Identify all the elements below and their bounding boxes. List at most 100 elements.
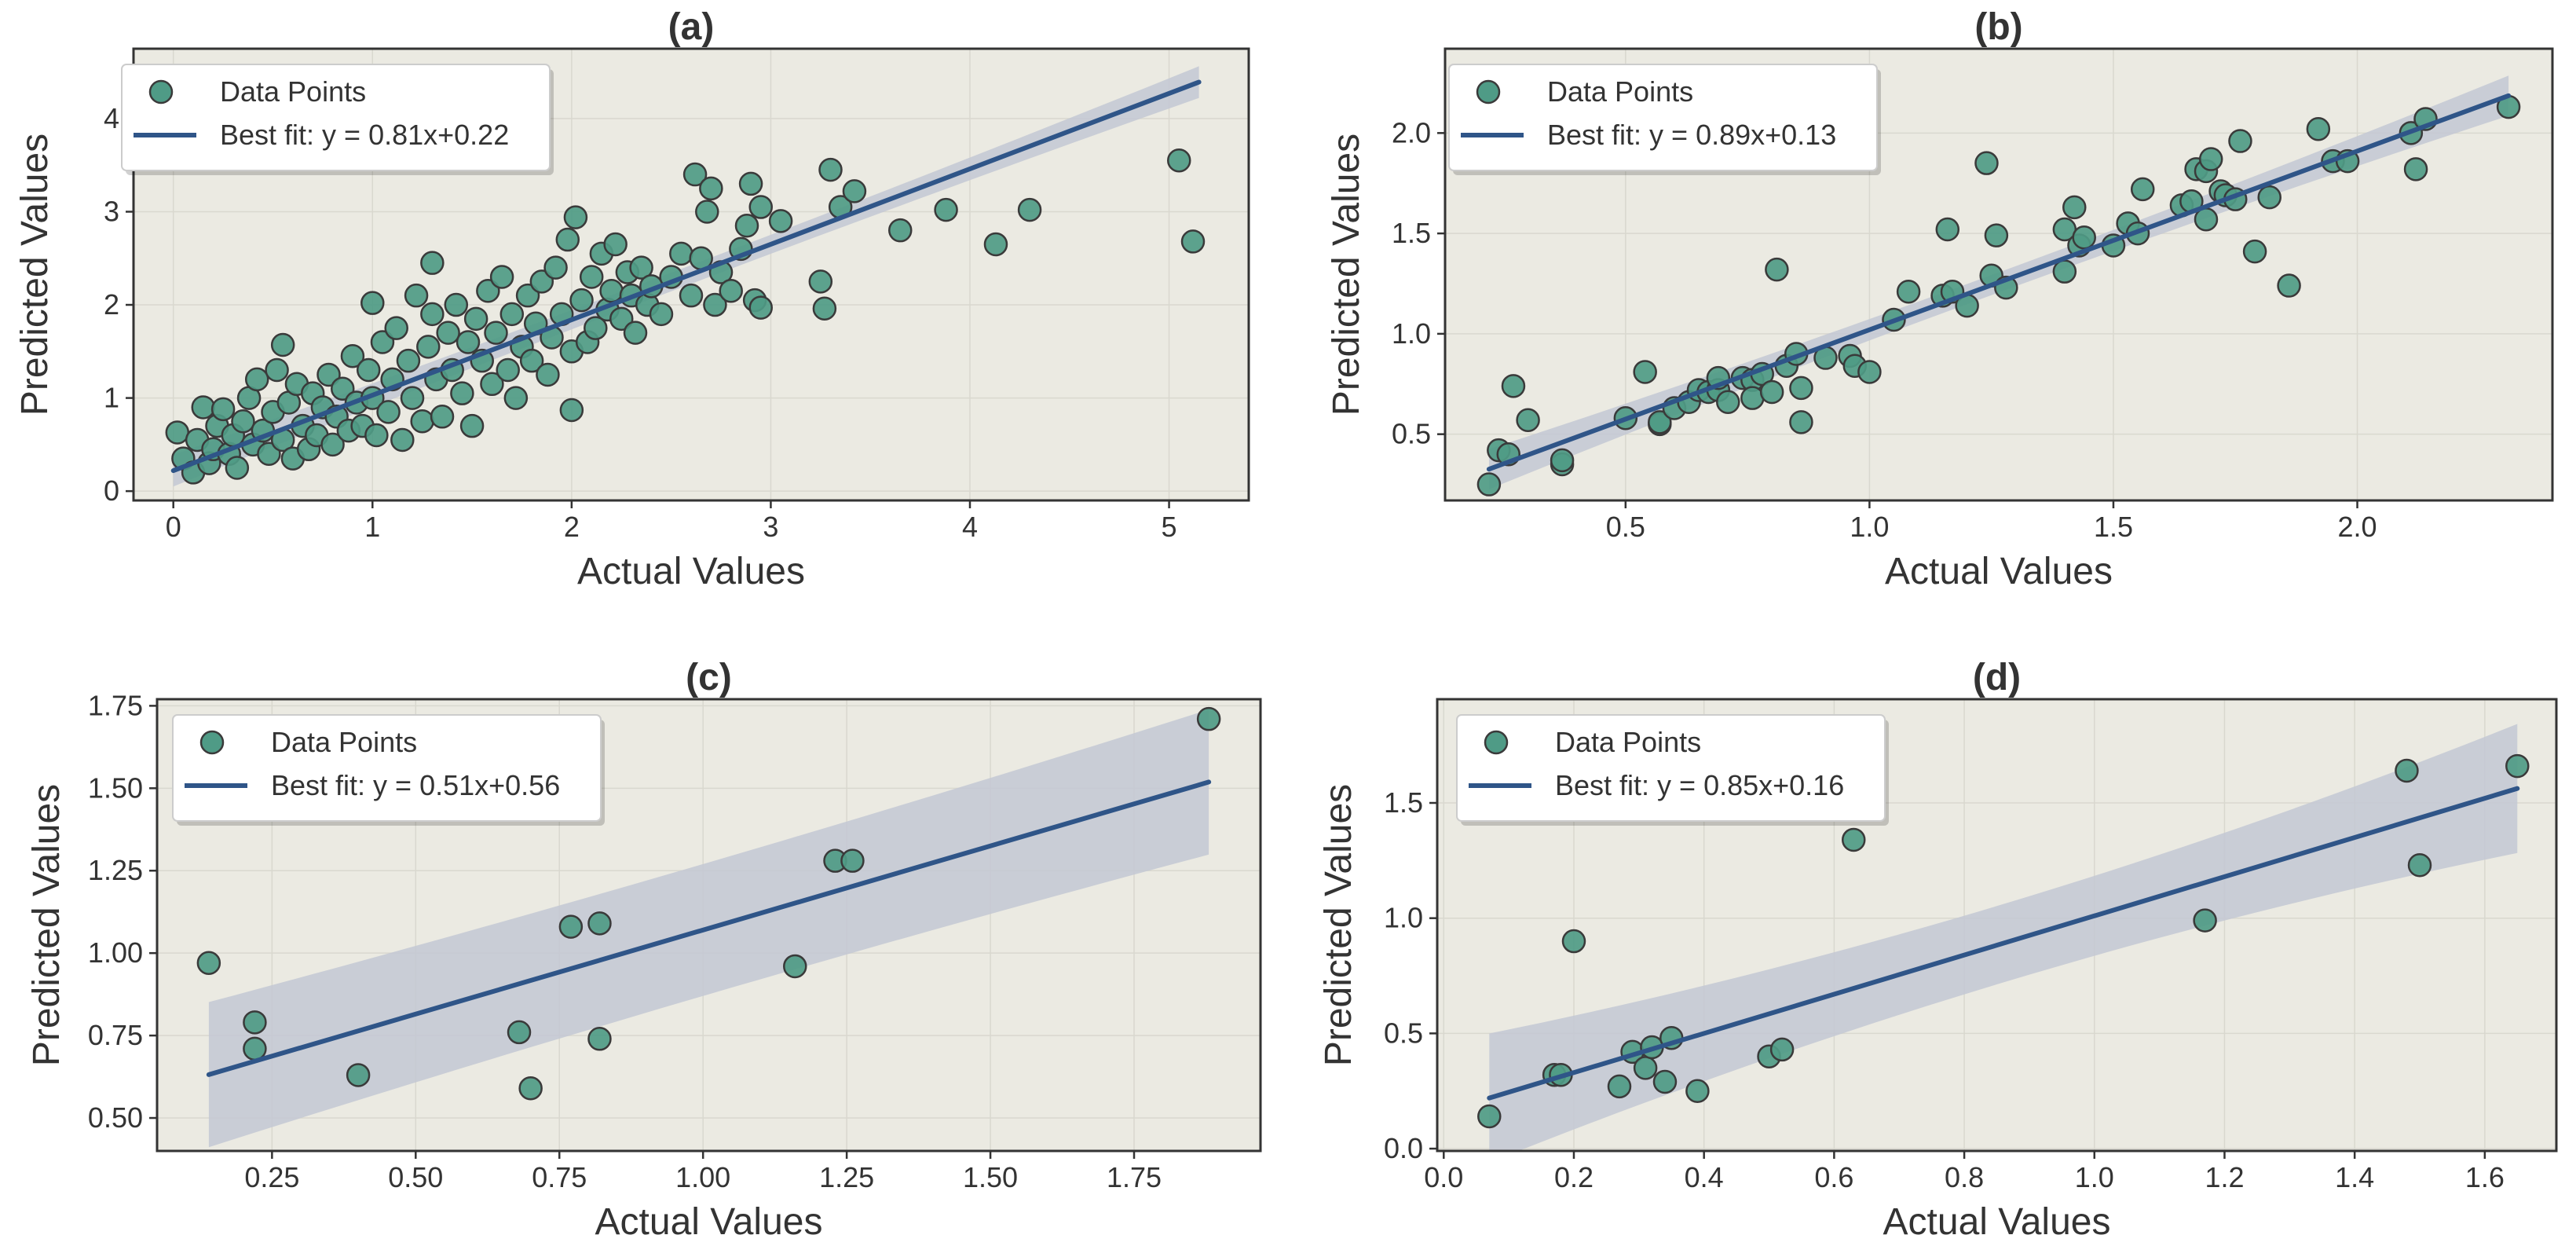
plot-frame bbox=[156, 698, 1262, 1153]
x-tick-label: 0.4 bbox=[1685, 1161, 1724, 1193]
x-tick-label: 5 bbox=[1162, 511, 1177, 543]
x-tick-label: 0.2 bbox=[1554, 1161, 1594, 1193]
data-point bbox=[1196, 706, 1221, 731]
y-tick-label: 2 bbox=[104, 288, 119, 321]
y-axis-label: Predicted Values bbox=[1326, 134, 1367, 416]
data-point bbox=[623, 321, 648, 345]
data-point bbox=[2052, 259, 2077, 284]
data-point bbox=[679, 283, 704, 308]
data-point bbox=[1769, 1037, 1795, 1062]
x-axis-label: Actual Values bbox=[577, 551, 805, 592]
data-point bbox=[543, 255, 568, 280]
data-point bbox=[587, 1027, 612, 1051]
data-point bbox=[558, 914, 584, 939]
data-point bbox=[210, 397, 236, 422]
data-point bbox=[2277, 273, 2301, 298]
data-point bbox=[1652, 1069, 1678, 1094]
y-tick-label: 1.50 bbox=[88, 771, 143, 804]
data-point bbox=[496, 357, 520, 383]
data-point bbox=[1516, 408, 1540, 433]
data-point bbox=[536, 362, 560, 387]
legend-box bbox=[172, 714, 602, 822]
data-point bbox=[463, 306, 488, 332]
y-tick-label: 4 bbox=[104, 102, 119, 134]
data-point bbox=[1685, 1079, 1710, 1103]
data-point bbox=[563, 205, 588, 229]
data-point bbox=[400, 386, 425, 410]
data-point bbox=[196, 951, 221, 976]
data-point bbox=[1841, 827, 1866, 852]
data-point bbox=[682, 162, 708, 187]
data-point bbox=[2505, 753, 2530, 779]
panel-d: 0.0 0.2 0.4 0.6 0.8 1.0 1.2 1.4 1.6 0.0 0.5 1.0 1.5 (… bbox=[1318, 657, 2558, 1243]
data-point bbox=[783, 954, 807, 979]
data-point bbox=[436, 321, 460, 345]
data-point bbox=[842, 179, 867, 203]
data-point bbox=[1789, 376, 1813, 401]
y-tick-label: 1.0 bbox=[1384, 902, 1423, 934]
data-point bbox=[1896, 279, 1921, 304]
panel-title: (d) bbox=[1973, 657, 2021, 698]
data-point bbox=[840, 848, 865, 873]
x-tick-label: 4 bbox=[962, 511, 978, 543]
data-point bbox=[649, 302, 674, 327]
data-point bbox=[320, 432, 345, 457]
x-tick-label: 0.50 bbox=[388, 1161, 443, 1193]
panel-a: 0 1 2 3 4 5 0 1 2 3 4 (a) Actual Values Predicted Val… bbox=[14, 6, 1250, 592]
data-point bbox=[748, 195, 773, 219]
legend-point-marker bbox=[1476, 79, 1501, 104]
data-point bbox=[1180, 229, 1206, 254]
data-point bbox=[1974, 151, 1999, 175]
data-point bbox=[1935, 217, 1960, 242]
data-point bbox=[584, 316, 608, 340]
plot-frame bbox=[132, 47, 1250, 502]
data-point bbox=[364, 423, 389, 448]
y-tick-label: 1.25 bbox=[88, 854, 143, 886]
legend-fit-label: Best fit: y = 0.51x+0.56 bbox=[271, 769, 560, 801]
data-point bbox=[2395, 758, 2419, 783]
legend: Data Points Best fit: y = 0.85x+0.16 bbox=[1456, 714, 1889, 826]
x-tick-label: 0.6 bbox=[1814, 1161, 1853, 1193]
data-point bbox=[579, 265, 604, 289]
data-point bbox=[356, 357, 381, 383]
x-tick-label: 1.4 bbox=[2335, 1161, 2374, 1193]
data-point bbox=[243, 1010, 267, 1035]
plot-frame bbox=[1444, 47, 2554, 502]
y-axis-label: Predicted Values bbox=[26, 784, 68, 1066]
data-point bbox=[346, 1063, 371, 1087]
data-point bbox=[669, 241, 693, 266]
data-point bbox=[396, 348, 421, 373]
data-point bbox=[450, 381, 474, 405]
data-point bbox=[599, 278, 624, 303]
data-point bbox=[2228, 129, 2252, 153]
legend-points-label: Data Points bbox=[271, 726, 417, 758]
data-point bbox=[243, 1036, 267, 1061]
y-tick-label: 0.50 bbox=[88, 1101, 143, 1134]
data-point bbox=[888, 218, 913, 243]
best-fit-line bbox=[1486, 93, 2512, 472]
x-tick-label: 3 bbox=[763, 511, 778, 543]
data-point bbox=[231, 409, 255, 434]
data-point bbox=[2198, 147, 2223, 171]
x-tick-label: 1.2 bbox=[2205, 1161, 2244, 1193]
x-tick-label: 0.0 bbox=[1424, 1161, 1463, 1193]
y-tick-label: 1.5 bbox=[1384, 786, 1423, 819]
data-point bbox=[2242, 239, 2267, 264]
plot-frame bbox=[1436, 698, 2558, 1153]
legend-fit-label: Best fit: y = 0.85x+0.16 bbox=[1555, 769, 1844, 801]
x-tick-label: 1.00 bbox=[675, 1161, 730, 1193]
y-tick-label: 0 bbox=[104, 475, 119, 507]
data-point bbox=[1477, 1104, 1502, 1129]
data-point bbox=[1550, 448, 1575, 473]
y-tick-label: 0.5 bbox=[1384, 1017, 1423, 1049]
x-axis-label: Actual Values bbox=[1883, 1201, 2111, 1243]
legend-box bbox=[121, 64, 551, 171]
data-point bbox=[518, 1076, 543, 1101]
data-point bbox=[1789, 410, 1813, 434]
legend-point-marker bbox=[1484, 730, 1509, 755]
data-point bbox=[1648, 410, 1672, 434]
data-point bbox=[2407, 852, 2432, 878]
data-point bbox=[569, 288, 594, 313]
y-tick-label: 1 bbox=[104, 382, 119, 414]
